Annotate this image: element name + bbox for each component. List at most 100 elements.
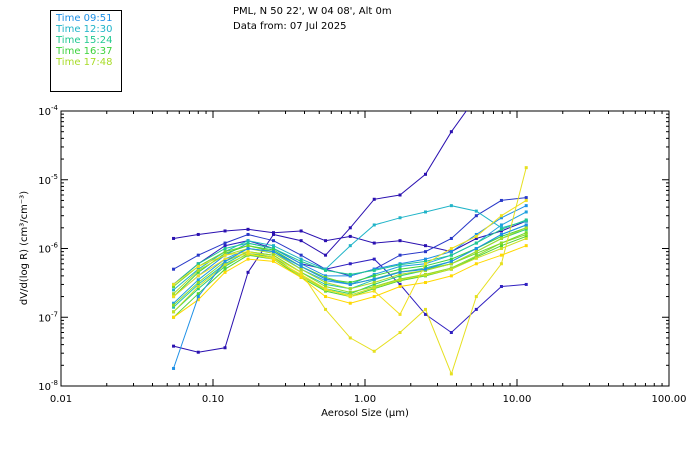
legend-entry-2: Time 15:24 [56,35,113,46]
data-point-s16 [223,263,227,267]
data-point-s02 [372,241,376,245]
data-point-s17 [271,255,275,259]
data-point-s11 [499,234,503,238]
data-point-s11 [271,248,275,252]
data-point-s06 [324,279,328,283]
x-tick-label: 100.00 [652,394,687,405]
data-point-s11 [372,274,376,278]
data-point-s06 [172,301,176,305]
data-point-s01 [398,193,402,197]
data-point-s04 [449,236,453,240]
data-point-s20 [423,267,427,271]
data-point-s17 [449,372,453,376]
data-point-s17 [246,250,250,254]
data-point-s17 [474,295,478,299]
data-point-s12 [196,292,200,296]
data-point-s15 [499,236,503,240]
data-point-s02 [348,234,352,238]
data-point-s19 [223,270,227,274]
data-point-s07 [499,226,503,230]
data-point-s03 [499,285,503,289]
axes: 0.01 0.10 1.00 10.00 100.0010-410-510-610-71… [38,104,686,405]
data-point-s19 [271,259,275,263]
data-point-s02 [299,229,303,233]
y-tick-label: 10-5 [38,173,58,187]
data-point-s04 [398,253,402,257]
data-point-s04 [474,214,478,218]
data-point-s07 [372,223,376,227]
data-point-s17 [524,166,528,170]
data-point-s18 [372,289,376,293]
data-point-s16 [398,278,402,282]
data-point-s07 [474,209,478,213]
data-point-s16 [474,256,478,260]
data-point-s09 [299,259,303,263]
data-point-s01 [223,346,227,350]
data-point-s16 [172,310,176,314]
legend-entry-4: Time 17:48 [56,57,113,68]
data-point-s14 [196,281,200,285]
data-point-s18 [423,262,427,266]
data-point-s02 [271,231,275,235]
data-point-s19 [299,275,303,279]
data-point-s02 [246,227,250,231]
data-point-s17 [172,282,176,286]
data-point-s18 [299,272,303,276]
data-point-s07 [271,244,275,248]
data-point-s20 [449,259,453,263]
data-point-s09 [271,247,275,250]
data-point-s20 [398,270,402,274]
data-point-s06 [524,210,528,214]
data-point-s14 [348,290,352,294]
date-title: Data from: 07 Jul 2025 [233,21,347,32]
data-point-s06 [398,264,402,268]
data-point-s01 [475,95,478,98]
data-point-s15 [372,281,376,285]
data-point-s11 [348,281,352,285]
data-point-s04 [246,232,250,236]
data-point-s18 [196,274,200,278]
data-point-s18 [271,257,275,261]
data-point-s08 [324,282,328,286]
data-point-s20 [348,282,352,286]
data-point-s01 [196,350,200,354]
data-point-s19 [348,301,352,305]
data-point-s13 [524,231,528,235]
y-tick-label: 10-8 [38,379,58,393]
data-point-s19 [246,257,250,261]
data-point-s13 [474,251,478,255]
data-point-s18 [474,234,478,238]
data-point-s11 [423,264,427,268]
data-point-s20 [246,247,250,250]
data-point-s14 [524,232,528,236]
legend-entry-1: Time 12:30 [56,24,113,35]
data-point-s19 [398,285,402,289]
data-point-s18 [449,247,453,250]
data-point-s09 [398,263,402,267]
data-point-s01 [271,232,275,236]
station-title: PML, N 50 22', W 04 08', Alt 0m [233,6,392,17]
data-point-s01 [324,253,328,257]
data-point-s15 [348,287,352,291]
data-point-s04 [423,250,427,254]
data-point-s02 [223,229,227,233]
data-point-s10 [196,287,200,291]
y-tick-label-base: 10 [38,176,51,187]
data-point-s12 [223,267,227,271]
data-point-s19 [499,253,503,257]
x-tick-label: 1.00 [354,394,376,405]
data-point-s07 [299,257,303,261]
data-point-s12 [499,244,503,248]
data-point-s16 [423,273,427,277]
data-point-s09 [499,227,503,231]
data-point-s01 [172,344,176,348]
data-point-s07 [423,210,427,214]
data-point-s18 [348,295,352,299]
data-point-s04 [271,239,275,243]
data-point-s07 [398,216,402,220]
data-point-s05 [423,257,427,261]
data-point-s17 [372,349,376,353]
data-point-s09 [524,218,528,222]
data-point-s10 [223,264,227,268]
